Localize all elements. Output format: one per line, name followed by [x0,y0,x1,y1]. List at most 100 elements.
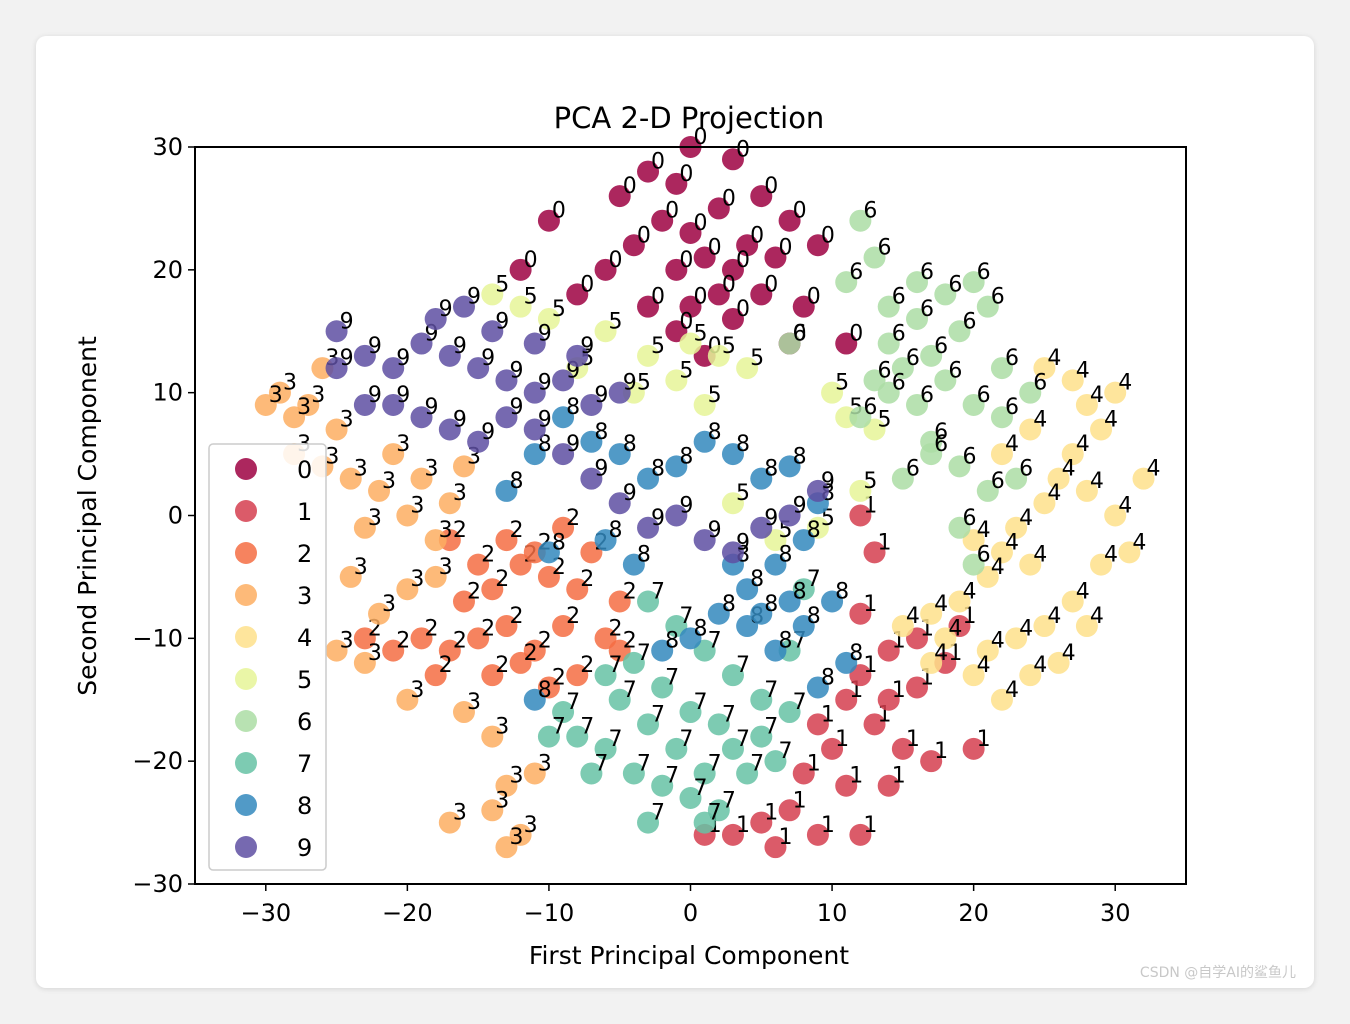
point-digit-1 [877,639,900,662]
point-label-3: 3 [410,678,424,703]
point-digit-3 [396,688,419,711]
point-label-2: 2 [509,518,523,543]
point-label-4: 4 [991,629,1005,654]
point-label-4: 4 [1047,604,1061,629]
point-digit-6 [906,271,929,294]
point-digit-4 [1104,504,1127,527]
point-digit-8 [693,430,716,453]
point-label-9: 9 [821,469,835,494]
point-digit-7 [580,762,603,785]
point-digit-8 [679,627,702,650]
x-tick-label: −10 [524,899,575,927]
point-digit-3 [438,811,461,834]
point-label-3: 3 [354,457,368,482]
point-label-6: 6 [948,272,962,297]
point-digit-9 [750,516,773,539]
point-label-4: 4 [1005,432,1019,457]
point-label-1: 1 [863,813,877,838]
point-label-7: 7 [764,715,778,740]
point-digit-2 [481,578,504,601]
legend-marker-1 [235,500,257,522]
point-digit-9 [665,504,688,527]
point-label-7: 7 [708,629,722,654]
point-label-5: 5 [863,469,877,494]
point-digit-0 [750,283,773,306]
point-digit-4 [1075,615,1098,638]
point-label-1: 1 [849,764,863,789]
point-label-0: 0 [821,223,835,248]
point-digit-3 [438,492,461,515]
point-digit-6 [948,516,971,539]
point-digit-2 [552,615,575,638]
point-digit-8 [537,541,560,564]
point-digit-1 [821,737,844,760]
point-label-2: 2 [495,653,509,678]
point-label-2: 2 [566,604,580,629]
chart-title: PCA 2-D Projection [554,101,825,135]
point-label-4: 4 [1076,358,1090,383]
point-label-9: 9 [509,358,523,383]
point-digit-6 [877,332,900,355]
point-label-8: 8 [538,678,552,703]
point-digit-1 [721,823,744,846]
point-label-9: 9 [368,383,382,408]
point-label-3: 3 [325,444,339,469]
point-digit-8 [750,602,773,625]
x-tick-label: −30 [240,899,291,927]
point-label-7: 7 [580,715,594,740]
point-label-7: 7 [651,579,665,604]
point-label-8: 8 [637,543,651,568]
point-digit-6 [962,393,985,416]
point-digit-8 [523,688,546,711]
point-digit-7 [693,762,716,785]
point-label-5: 5 [679,358,693,383]
point-digit-2 [467,553,490,576]
point-label-5: 5 [552,297,566,322]
point-label-9: 9 [467,285,481,310]
point-label-2: 2 [481,543,495,568]
point-label-9: 9 [764,506,778,531]
point-label-4: 4 [948,616,962,641]
point-label-0: 0 [679,248,693,273]
point-digit-3 [410,467,433,490]
point-label-3: 3 [382,592,396,617]
point-label-6: 6 [906,457,920,482]
point-label-3: 3 [425,457,439,482]
point-digit-0 [721,148,744,171]
point-label-6: 6 [962,444,976,469]
point-label-9: 9 [594,383,608,408]
point-digit-4 [1118,541,1141,564]
point-label-1: 1 [977,727,991,752]
point-digit-4 [1033,492,1056,515]
point-label-2: 2 [538,629,552,654]
point-label-6: 6 [863,199,877,224]
point-label-6: 6 [934,420,948,445]
point-digit-8 [736,578,759,601]
point-digit-5 [637,344,660,367]
point-digit-7 [750,688,773,711]
point-label-9: 9 [481,420,495,445]
point-label-4: 4 [1076,432,1090,457]
point-digit-5 [821,381,844,404]
legend-label-7: 7 [297,750,312,778]
point-label-3: 3 [283,371,297,396]
scatter-points: 0000000000000000000000000000000111111111… [254,125,1161,859]
point-label-8: 8 [764,592,778,617]
point-digit-9 [552,443,575,466]
point-digit-8 [764,553,787,576]
point-label-4: 4 [977,653,991,678]
point-digit-1 [792,762,815,785]
x-tick-label: 20 [958,899,989,927]
point-digit-9 [325,320,348,343]
point-digit-0 [750,185,773,208]
point-label-9: 9 [736,530,750,555]
point-digit-1 [891,737,914,760]
point-label-2: 2 [552,665,566,690]
legend-label-5: 5 [297,666,312,694]
point-label-4: 4 [1047,481,1061,506]
point-digit-4 [1090,418,1113,441]
point-digit-3 [283,406,306,429]
point-label-3: 3 [453,801,467,826]
point-digit-8 [594,529,617,552]
